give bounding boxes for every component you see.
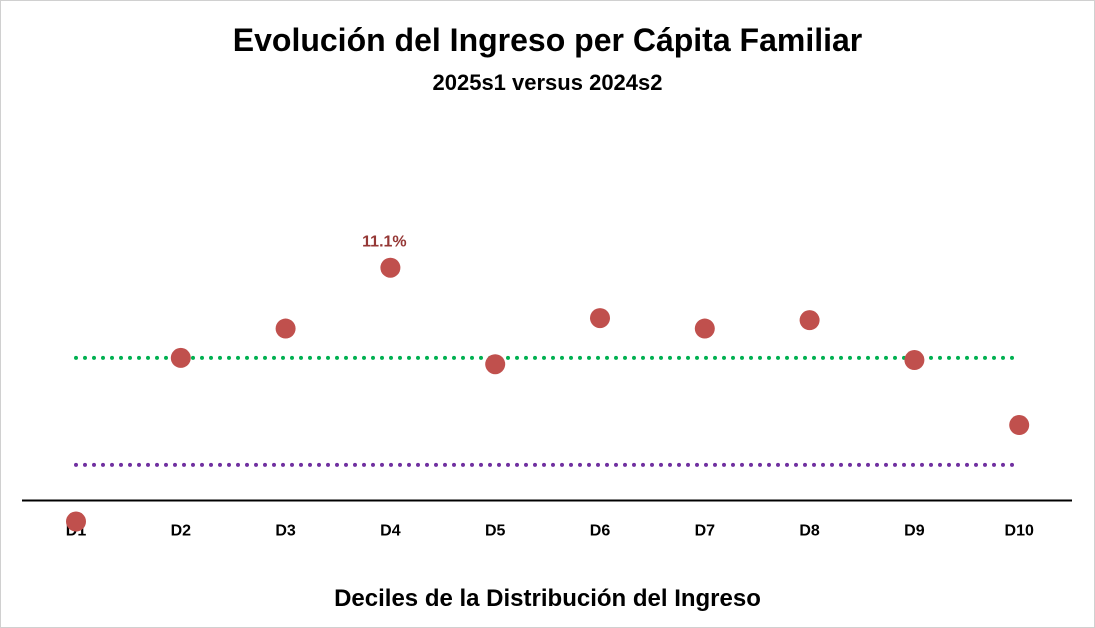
x-tick-label-d4: D4 — [380, 523, 401, 540]
data-point-d9 — [904, 350, 925, 371]
data-label-d4: 11.1% — [362, 234, 406, 251]
x-tick-label-d3: D3 — [275, 523, 296, 540]
x-axis-title: Deciles de la Distribución del Ingreso — [334, 585, 761, 612]
data-point-d1 — [66, 511, 86, 532]
data-point-d6 — [590, 308, 610, 329]
x-tick-label-d8: D8 — [799, 523, 820, 540]
data-point-d8 — [799, 310, 820, 331]
data-point-d10 — [1009, 415, 1030, 436]
chart-title: Evolución del Ingreso per Cápita Familia… — [232, 22, 863, 58]
x-tick-label-d7: D7 — [695, 523, 716, 540]
x-tick-label-d9: D9 — [904, 523, 925, 540]
data-point-d3 — [275, 318, 296, 339]
data-point-d5 — [485, 354, 506, 375]
x-tick-label-d6: D6 — [590, 523, 611, 540]
data-point-d2 — [170, 347, 191, 368]
data-point-d4 — [380, 257, 401, 278]
x-tick-label-d2: D2 — [171, 523, 192, 540]
x-tick-label-d5: D5 — [485, 523, 506, 540]
x-tick-label-d10: D10 — [1005, 523, 1034, 540]
data-point-d7 — [694, 318, 715, 339]
chart-subtitle: 2025s1 versus 2024s2 — [432, 70, 663, 95]
